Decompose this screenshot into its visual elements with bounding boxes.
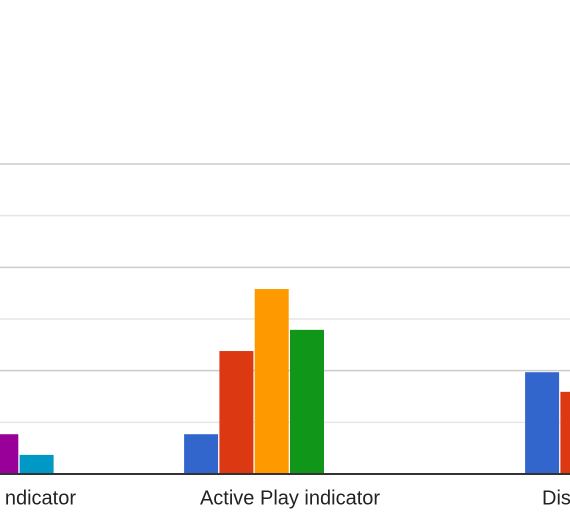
x-tick-label: ndicator bbox=[5, 487, 76, 509]
bar bbox=[184, 434, 219, 474]
x-tick-label: Dis bbox=[542, 487, 570, 509]
x-tick-label: Active Play indicator bbox=[200, 487, 380, 509]
bar bbox=[0, 434, 19, 474]
bar bbox=[19, 454, 54, 474]
bar bbox=[290, 329, 324, 474]
bar bbox=[560, 391, 570, 474]
bar bbox=[525, 372, 560, 474]
bar bbox=[254, 289, 289, 474]
bar bbox=[219, 351, 254, 474]
